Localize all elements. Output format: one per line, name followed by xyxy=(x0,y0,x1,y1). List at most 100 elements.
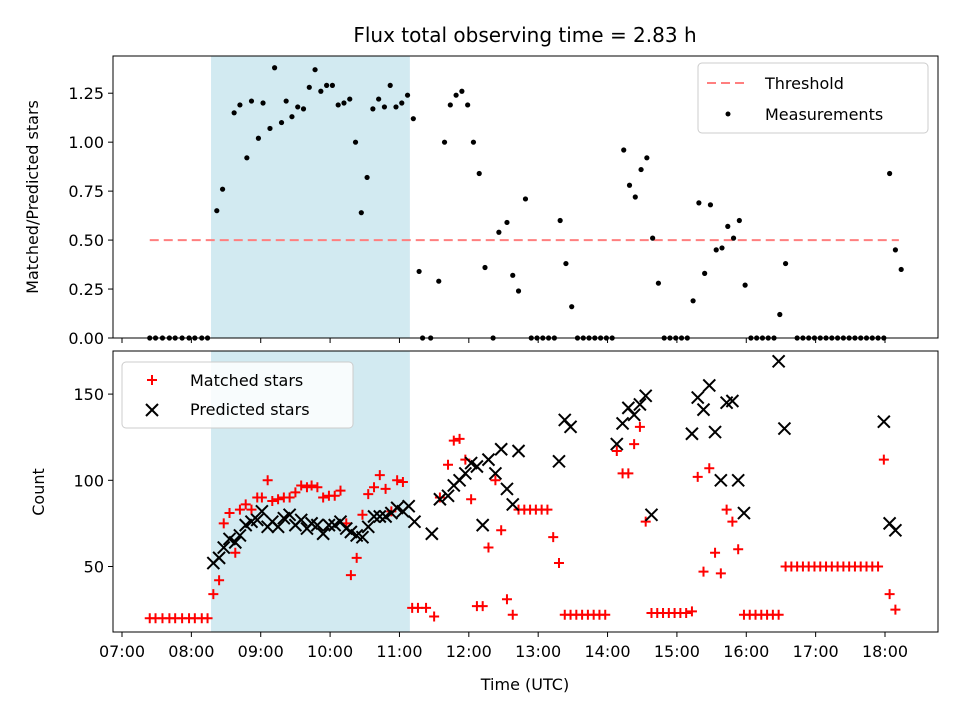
matched-star-marker xyxy=(246,504,257,515)
predicted-star-marker xyxy=(425,527,439,541)
predicted-star-marker xyxy=(696,402,711,417)
measurement-point xyxy=(777,311,783,318)
predicted-star-marker xyxy=(714,473,728,488)
matched-star-marker xyxy=(878,454,889,465)
predicted-star-marker xyxy=(228,535,243,550)
predicted-star-marker xyxy=(771,354,786,369)
measurement-point xyxy=(267,125,273,132)
measurement-point xyxy=(504,219,510,226)
matched-star-marker xyxy=(548,532,559,543)
measurement-point xyxy=(696,200,702,206)
measurement-point xyxy=(470,139,477,145)
matched-star-marker xyxy=(429,611,440,622)
top-x-ticks xyxy=(121,338,886,343)
matched-star-marker xyxy=(884,589,895,600)
measurement-point xyxy=(231,110,237,116)
measurement-point xyxy=(459,88,465,94)
bottom-axes-frame xyxy=(112,350,939,633)
measurement-point xyxy=(381,104,388,110)
matched-star-marker xyxy=(686,606,697,617)
predicted-star-marker xyxy=(233,528,247,543)
measurement-point xyxy=(702,270,708,276)
matched-star-marker xyxy=(710,547,721,558)
measurement-point xyxy=(399,100,405,106)
bottom-x-tick-label: 15:00 xyxy=(654,642,700,661)
measurement-point xyxy=(272,65,278,71)
bottom-x-tick-label: 17:00 xyxy=(793,642,839,661)
bottom-x-tick-label: 11:00 xyxy=(376,642,422,661)
matched-star-marker xyxy=(698,566,709,577)
predicted-star-marker xyxy=(506,497,520,512)
measurement-point xyxy=(569,304,575,310)
legend-measurements-label: Measurements xyxy=(765,105,883,124)
bottom-x-tick-label: 07:00 xyxy=(99,642,145,661)
predicted-star-marker xyxy=(610,437,624,451)
measurement-point xyxy=(515,288,522,294)
measurement-point xyxy=(638,166,644,173)
matched-star-marker xyxy=(490,475,501,486)
measurement-point xyxy=(335,102,341,108)
measurement-point xyxy=(713,247,719,253)
top-y-ticks: 0.00 0.25 0.50 0.75 1.00 1.25 xyxy=(68,84,113,348)
matched-star-marker xyxy=(483,542,494,553)
predicted-star-marker xyxy=(708,425,722,439)
bottom-x-tick-label: 14:00 xyxy=(584,642,630,661)
matched-star-marker xyxy=(380,483,391,494)
predicted-star-marker xyxy=(361,520,375,534)
measurement-point xyxy=(482,264,488,271)
measurement-point xyxy=(410,116,416,122)
matched-star-marker xyxy=(553,558,564,569)
matched-star-marker xyxy=(312,482,323,493)
bottom-x-tick-label: 16:00 xyxy=(723,642,769,661)
matched-star-marker xyxy=(542,504,553,515)
matched-star-marker xyxy=(329,490,340,501)
predicted-star-marker xyxy=(888,523,903,537)
measurement-point xyxy=(707,202,714,208)
matched-star-marker xyxy=(443,459,454,470)
predicted-star-marker xyxy=(458,466,473,481)
matched-star-marker xyxy=(262,475,273,486)
matched-star-marker xyxy=(392,475,403,486)
predicted-star-marker xyxy=(316,527,330,541)
predicted-star-marker xyxy=(777,421,792,436)
matched-star-marker xyxy=(306,480,317,491)
legend-measurements-swatch xyxy=(725,111,731,117)
measurement-point xyxy=(278,119,285,126)
predicted-star-marker xyxy=(282,508,297,522)
measurement-point xyxy=(436,278,442,284)
legend-matched-label: Matched stars xyxy=(190,371,303,390)
matched-star-marker xyxy=(454,433,465,444)
predicted-star-marker xyxy=(481,452,496,467)
matched-star-marker xyxy=(256,492,267,503)
legend-predicted-swatch xyxy=(145,403,159,417)
bottom-legend-box xyxy=(121,361,354,429)
measurement-point xyxy=(393,104,399,110)
measurement-point xyxy=(453,92,459,98)
measurement-point xyxy=(341,100,347,106)
matched-star-marker xyxy=(273,494,284,505)
chart-title: Flux total observing time = 2.83 h xyxy=(353,23,696,47)
matched-star-marker xyxy=(704,463,715,474)
measurement-point xyxy=(626,182,633,188)
matched-star-marker xyxy=(640,516,651,527)
legend-predicted-label: Predicted stars xyxy=(190,400,310,419)
measurement-point xyxy=(476,170,482,177)
measurement-point xyxy=(522,196,529,202)
measurement-point xyxy=(416,268,422,275)
top-y-tick-label: 0.50 xyxy=(68,231,104,250)
predicted-star-marker xyxy=(271,520,285,534)
matched-star-marker xyxy=(501,594,512,605)
predicted-star-marker xyxy=(401,499,416,513)
measurement-point xyxy=(736,217,742,224)
measurement-point xyxy=(244,155,250,161)
matched-star-marker xyxy=(477,601,488,612)
predicted-star-marker xyxy=(552,454,566,469)
measurement-point xyxy=(364,174,370,181)
measurement-point xyxy=(237,102,243,108)
measurement-point xyxy=(387,82,393,88)
measurement-point xyxy=(441,139,448,145)
matched-star-marker xyxy=(357,509,368,520)
predicted-star-marker xyxy=(877,414,891,429)
matched-star-marker xyxy=(290,487,301,498)
